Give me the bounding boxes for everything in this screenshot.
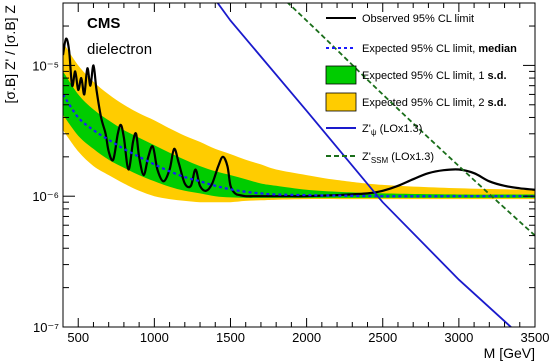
legend-2sd: Expected 95% CL limit, 2 s.d. (325, 92, 507, 112)
y-tick-label: 10⁻⁷ (33, 320, 59, 335)
legend-label: Expected 95% CL limit, 1 s.d. (362, 70, 507, 82)
legend-label: Expected 95% CL limit, median (362, 43, 517, 55)
plot-frame (62, 2, 536, 328)
x-tick-label: 1500 (216, 330, 245, 345)
x-axis-label: M [GeV] (484, 345, 535, 361)
x-tick-label: 3000 (444, 330, 473, 345)
experiment-label: CMS (87, 15, 120, 32)
legend-label: Observed 95% CL limit (362, 13, 474, 25)
band-1sd (63, 71, 535, 198)
legend-swatch (325, 92, 357, 112)
axis-ticks: 500 1000 1500 2000 2500 3000 3500 10⁻⁷ 10⁻⁶ 10⁻⁵ (32, 3, 549, 345)
legend-1sd: Expected 95% CL limit, 1 s.d. (325, 65, 507, 85)
x-tick-label: 2000 (292, 330, 321, 345)
x-tick-label: 1000 (140, 330, 169, 345)
expected-median-line (63, 93, 535, 198)
legend: Observed 95% CL limit Expected 95% CL lim… (325, 13, 517, 165)
legend-observed: Observed 95% CL limit (326, 13, 474, 25)
channel-label: dielectron (87, 41, 152, 58)
y-tick-label: 10⁻⁵ (32, 58, 59, 73)
zpsi-model-line (216, 3, 513, 327)
legend-label: Expected 95% CL limit, 2 s.d. (362, 97, 507, 109)
y-tick-label: 10⁻⁶ (32, 189, 59, 204)
legend-label: Z'SSM (LOx1.3) (362, 151, 434, 165)
series-lines (63, 3, 535, 327)
legend-expected-median: Expected 95% CL limit, median (326, 43, 517, 55)
x-tick-label: 3500 (521, 330, 550, 345)
y-axis-label: [σ.B] Z' / [σ.B] Z (2, 5, 18, 104)
legend-zssm: Z'SSM (LOx1.3) (326, 151, 434, 165)
observed-limit-line (63, 37, 535, 198)
legend-swatch (325, 65, 357, 85)
zssm-model-line (286, 3, 535, 237)
x-tick-label: 2500 (368, 330, 397, 345)
legend-zpsi: Z'ψ (LOx1.3) (326, 123, 422, 137)
legend-label: Z'ψ (LOx1.3) (362, 123, 422, 137)
expected-bands (63, 42, 535, 203)
x-tick-label: 500 (67, 330, 89, 345)
